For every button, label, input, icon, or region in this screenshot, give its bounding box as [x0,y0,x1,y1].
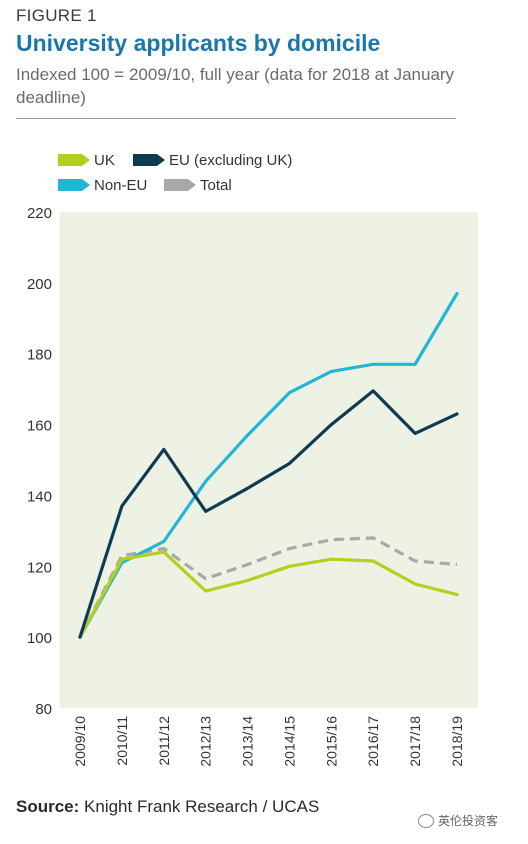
x-tick-label: 2015/16 [323,716,339,767]
chart-title: University applicants by domicile [16,30,381,56]
series-line-uk [78,550,459,639]
wechat-logo-icon [418,813,434,828]
legend-swatch [58,154,90,166]
source-note: Source: Knight Frank Research / UCAS [16,797,319,817]
legend-label: UK [94,152,115,169]
y-tick-label: 140 [27,488,52,505]
x-tick-label: 2011/12 [156,716,172,766]
watermark: 英伦投资客 [418,812,498,829]
title-divider [16,118,456,119]
source-text: Knight Frank Research / UCAS [79,797,320,816]
line-chart: 80 100 120 140 160 180 200 220 2009/10 2010/11 201… [27,152,478,767]
plot-background [60,212,478,708]
chart-subtitle: Indexed 100 = 2009/10, full year (data f… [16,65,455,107]
x-tick-label: 2013/14 [240,716,256,767]
y-tick-label: 120 [27,559,52,576]
x-tick-label: 2018/19 [449,716,465,767]
series-line-eu-excluding-uk [78,389,459,639]
y-tick-label: 220 [27,205,52,222]
x-tick-label: 2017/18 [407,716,423,767]
y-tick-label: 100 [27,630,52,647]
y-tick-label: 180 [27,347,52,364]
figure-label: FIGURE 1 [16,6,97,25]
watermark-text: 英伦投资客 [438,814,499,828]
y-tick-label: 200 [27,276,52,293]
legend-swatch [58,179,90,191]
legend-swatch [164,179,196,191]
legend-label: Non-EU [94,177,147,194]
x-tick-label: 2016/17 [365,716,381,767]
y-tick-label: 80 [35,701,52,718]
x-tick-label: 2010/11 [114,716,130,766]
source-label: Source: [16,797,80,816]
x-tick-label: 2014/15 [281,716,297,767]
legend-swatch [133,154,165,166]
x-tick-label: 2009/10 [72,716,88,767]
legend-label: EU (excluding UK) [169,152,292,169]
series-line-non-eu [78,291,459,639]
legend-label: Total [200,177,232,194]
x-tick-label: 2012/13 [198,716,214,767]
y-tick-label: 160 [27,418,52,435]
